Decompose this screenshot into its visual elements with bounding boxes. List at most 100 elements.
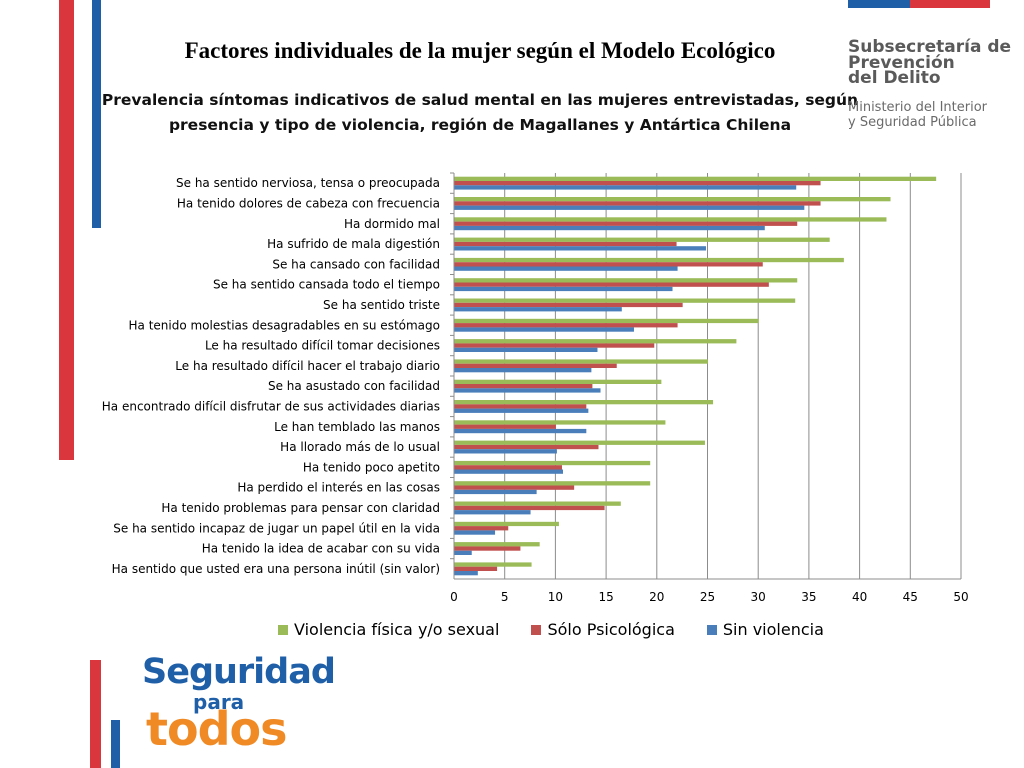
chart-title-line-2: presencia y tipo de violencia, región de… (168, 116, 792, 134)
bar-fisica (454, 562, 532, 567)
bar-sin-violencia (454, 550, 472, 555)
bar-sin-violencia (454, 489, 537, 495)
x-tick-label: 10 (548, 590, 563, 604)
category-label: Le han temblado las manos (274, 420, 440, 434)
legend-item-fisica: Violencia física y/o sexual (278, 620, 499, 639)
x-tick-label: 25 (700, 590, 715, 604)
category-label: Se ha sentido cansada todo el tiempo (213, 278, 440, 292)
bar-fisica (454, 521, 559, 527)
logo-seguridad: Seguridad (142, 652, 336, 692)
bar-psicologica (454, 384, 593, 389)
category-label: Se ha sentido triste (323, 298, 440, 312)
bar-sin-violencia (454, 327, 634, 332)
bar-sin-violencia (454, 205, 805, 210)
bar-psicologica (454, 465, 562, 470)
stripe-blue-bottom-left (111, 720, 120, 768)
bar-fisica (454, 400, 714, 405)
bar-sin-violencia (454, 185, 797, 190)
bar-psicologica (454, 546, 521, 551)
logo-line-5: y Seguridad Pública (848, 115, 977, 130)
bar-fisica (454, 379, 662, 384)
logo-line-4: Ministerio del Interior (848, 100, 988, 115)
category-label: Ha sentido que usted era una persona inú… (112, 562, 440, 576)
bar-psicologica (454, 505, 605, 511)
stripe-red-top-right (910, 0, 990, 8)
bar-sin-violencia (454, 368, 592, 373)
bar-sin-violencia (454, 571, 478, 576)
bar-psicologica (454, 526, 509, 531)
category-label: Ha tenido la idea de acabar con su vida (202, 542, 440, 556)
category-label: Le ha resultado difícil tomar decisiones (205, 339, 440, 353)
bar-fisica (454, 501, 621, 506)
bar-psicologica (454, 302, 683, 308)
x-tick-label: 20 (649, 590, 664, 604)
bar-psicologica (454, 201, 821, 206)
bar-psicologica (454, 181, 821, 186)
bar-fisica (454, 318, 759, 324)
bar-fisica (454, 176, 937, 181)
page-title: Factores individuales de la mujer según … (184, 38, 776, 63)
x-tick-label: 35 (801, 590, 816, 604)
bar-fisica (454, 359, 708, 364)
bar-sin-violencia (454, 286, 673, 292)
bar-psicologica (454, 241, 677, 247)
bar-sin-violencia (454, 469, 563, 474)
bar-fisica (454, 217, 887, 222)
bar-psicologica (454, 444, 599, 450)
bar-sin-violencia (454, 428, 587, 434)
bar-sin-violencia (454, 408, 589, 413)
bar-fisica (454, 237, 830, 242)
bar-sin-violencia (454, 266, 678, 271)
bar-sin-violencia (454, 225, 765, 231)
bar-sin-violencia (454, 307, 622, 312)
stripe-blue-top-left (92, 0, 101, 228)
chart-title: Prevalencia síntomas indicativos de salu… (100, 88, 860, 138)
category-label: Le ha resultado difícil hacer el trabajo… (175, 359, 440, 373)
bar-sin-violencia (454, 246, 706, 251)
category-label: Se ha sentido nerviosa, tensa o preocupa… (176, 176, 440, 190)
bar-fisica (454, 460, 651, 466)
logo-todos: todos (146, 702, 288, 756)
bar-psicologica (454, 404, 587, 409)
bar-fisica (454, 278, 798, 283)
bar-fisica (454, 197, 891, 202)
category-label: Ha tenido problemas para pensar con clar… (161, 501, 440, 515)
bar-sin-violencia (454, 510, 531, 515)
bar-fisica (454, 298, 796, 303)
bar-psicologica (454, 566, 498, 571)
bar-psicologica (454, 343, 655, 348)
legend-label-sin-violencia: Sin violencia (722, 620, 824, 639)
logo-line-3: del Delito (848, 68, 941, 88)
bar-psicologica (454, 363, 617, 368)
bar-fisica (454, 481, 651, 486)
category-label: Ha tenido molestias desagradables en su … (129, 318, 441, 332)
legend-item-psicologica: Sólo Psicológica (531, 620, 675, 639)
category-label: Se ha cansado con facilidad (272, 257, 440, 271)
bar-sin-violencia (454, 388, 601, 393)
bar-psicologica (454, 424, 556, 429)
bar-sin-violencia (454, 530, 496, 535)
category-label: Ha tenido poco apetito (303, 460, 440, 474)
legend-swatch-green (278, 624, 288, 635)
bar-psicologica (454, 262, 763, 267)
stripe-red-bottom-left (90, 660, 101, 768)
bar-psicologica (454, 485, 575, 490)
logo-line-1: Subsecretaría de (848, 37, 1012, 57)
x-tick-label: 30 (751, 590, 766, 604)
legend-item-sin-violencia: Sin violencia (706, 620, 824, 639)
chart-legend: Violencia física y/o sexual Sólo Psicoló… (278, 620, 838, 639)
category-label: Ha sufrido de mala digestión (267, 237, 440, 251)
legend-swatch-red (531, 624, 542, 635)
x-tick-label: 5 (501, 590, 509, 604)
bar-fisica (454, 339, 737, 344)
bar-fisica (454, 440, 705, 445)
bar-sin-violencia (454, 449, 557, 454)
x-tick-label: 15 (598, 590, 613, 604)
bar-psicologica (454, 221, 798, 226)
legend-swatch-blue (706, 624, 717, 635)
x-tick-label: 50 (953, 590, 968, 604)
logo-para: para (193, 690, 245, 714)
category-label: Ha dormido mal (344, 217, 440, 231)
category-label: Se ha sentido incapaz de jugar un papel … (113, 521, 440, 535)
